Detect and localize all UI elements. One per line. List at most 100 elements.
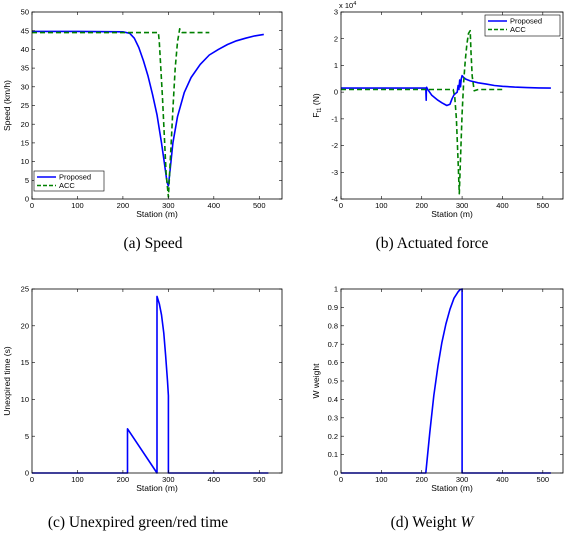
legend-label-proposed: Proposed — [510, 17, 542, 26]
x-tick-label: 200 — [415, 201, 428, 210]
plot-frame — [340, 11, 564, 200]
caption-speed: (a) Speed — [124, 235, 183, 252]
x-tick-label: 300 — [162, 201, 175, 210]
x-tick-label: 200 — [415, 475, 428, 484]
y-tick-label: 10 — [21, 395, 29, 404]
y-tick-label: 0 — [334, 469, 338, 478]
panel-unexpired-time: 0 100 200 300 400 500 0 5 10 15 20 25 Station (m) Une… — [2, 285, 283, 493]
y-tick-label: -4 — [331, 195, 338, 204]
x-tick-label: 400 — [208, 201, 221, 210]
y-tick-label: 0 — [334, 88, 338, 97]
y-tick-label: 0.6 — [328, 358, 338, 367]
panel-speed: 0 100 200 300 400 500 0 5 10 15 20 25 30 35 40 45 50 Stat… — [2, 8, 283, 219]
x-axis-label: Station (m) — [431, 483, 473, 493]
y-tick-label: 20 — [21, 120, 29, 129]
axis-exponent-base: x 10 — [339, 1, 353, 10]
y-tick-label: 0.3 — [328, 413, 338, 422]
series-line-proposed — [32, 30, 264, 187]
x-tick-label: 300 — [456, 475, 469, 484]
y-tick-label: 5 — [25, 432, 29, 441]
x-tick-label: 500 — [253, 201, 266, 210]
y-tick-label: 0.7 — [328, 340, 338, 349]
y-tick-label: -2 — [331, 141, 338, 150]
x-tick-label: 0 — [339, 475, 343, 484]
y-axis-label: Ft1 (N) — [311, 93, 323, 118]
caption-weight: (d) Weight W — [391, 514, 476, 531]
x-tick-label: 400 — [208, 475, 221, 484]
series-line-proposed — [341, 74, 551, 107]
y-tick-label: 30 — [21, 82, 29, 91]
panel-weight: 0 100 200 300 400 500 0 0.1 0.2 0.3 0.4 0.5 0.6 0.7 0.… — [311, 285, 564, 493]
legend-box — [484, 14, 561, 37]
x-tick-label: 500 — [537, 475, 550, 484]
x-tick-label: 0 — [339, 201, 343, 210]
y-tick-label: 1 — [334, 285, 338, 294]
panel-actuated-force: 0 100 200 300 400 500 -4 -3 -2 -1 0 1 2 3 Station (m) F… — [311, 1, 564, 219]
y-tick-label: -1 — [331, 114, 338, 123]
y-tick-label: 45 — [21, 26, 29, 35]
y-tick-label: 0.5 — [328, 377, 338, 386]
legend-label-acc: ACC — [59, 181, 75, 190]
plot-frame — [31, 288, 283, 474]
x-tick-label: 100 — [71, 201, 84, 210]
y-tick-label: -3 — [331, 168, 338, 177]
y-tick-label: 0.1 — [328, 450, 338, 459]
y-tick-label: 0.2 — [328, 432, 338, 441]
legend-label-acc: ACC — [510, 25, 526, 34]
x-axis-label: Station (m) — [136, 483, 178, 493]
y-tick-label: 2 — [334, 34, 338, 43]
x-tick-label: 500 — [253, 475, 266, 484]
y-tick-label: 35 — [21, 64, 29, 73]
x-tick-label: 100 — [375, 201, 388, 210]
plot-frame — [340, 288, 564, 474]
x-tick-label: 200 — [117, 475, 130, 484]
y-tick-label: 5 — [25, 176, 29, 185]
x-axis-label: Station (m) — [136, 209, 178, 219]
series-line-acc — [341, 29, 503, 195]
caption-actuated-force: (b) Actuated force — [376, 235, 489, 252]
x-tick-label: 500 — [537, 201, 550, 210]
y-tick-label: 1 — [334, 61, 338, 70]
x-axis-label: Station (m) — [431, 209, 473, 219]
x-tick-label: 0 — [30, 201, 34, 210]
x-tick-label: 400 — [496, 201, 509, 210]
y-axis-label: W weight — [311, 363, 321, 399]
y-axis-label-main: F — [311, 112, 321, 117]
caption-weight-main: (d) Weight — [391, 514, 461, 531]
axis-exponent-label: x 104 — [339, 1, 356, 10]
x-tick-label: 300 — [456, 201, 469, 210]
y-tick-label: 20 — [21, 321, 29, 330]
y-tick-label: 10 — [21, 157, 29, 166]
y-axis-label-sub: t1 — [317, 107, 323, 113]
caption-unexpired-time: (c) Unexpired green/red time — [48, 514, 228, 531]
y-axis-label: Unexpired time (s) — [2, 346, 12, 416]
y-tick-label: 0 — [25, 469, 29, 478]
y-tick-label: 3 — [334, 8, 338, 17]
legend-label-proposed: Proposed — [59, 173, 91, 182]
y-tick-label: 0.8 — [328, 321, 338, 330]
y-tick-label: 0.9 — [328, 303, 338, 312]
series-line-data — [32, 295, 269, 474]
caption-weight-var: W — [461, 514, 476, 531]
x-tick-label: 200 — [117, 201, 130, 210]
y-tick-label: 0 — [25, 195, 29, 204]
x-tick-label: 0 — [30, 475, 34, 484]
y-tick-label: 25 — [21, 101, 29, 110]
y-tick-label: 50 — [21, 8, 29, 17]
y-tick-label: 25 — [21, 285, 29, 294]
series-line-data — [341, 288, 551, 474]
y-axis-label-unit: (N) — [311, 93, 321, 107]
x-tick-label: 100 — [71, 475, 84, 484]
y-tick-label: 0.4 — [328, 395, 338, 404]
y-tick-label: 15 — [21, 139, 29, 148]
y-tick-label: 15 — [21, 358, 29, 367]
y-tick-label: 40 — [21, 45, 29, 54]
y-axis-label: Speed (km/h) — [2, 80, 12, 131]
x-tick-label: 300 — [162, 475, 175, 484]
x-tick-label: 400 — [496, 475, 509, 484]
series-line-acc — [32, 27, 210, 198]
axis-exponent-power: 4 — [353, 1, 356, 7]
